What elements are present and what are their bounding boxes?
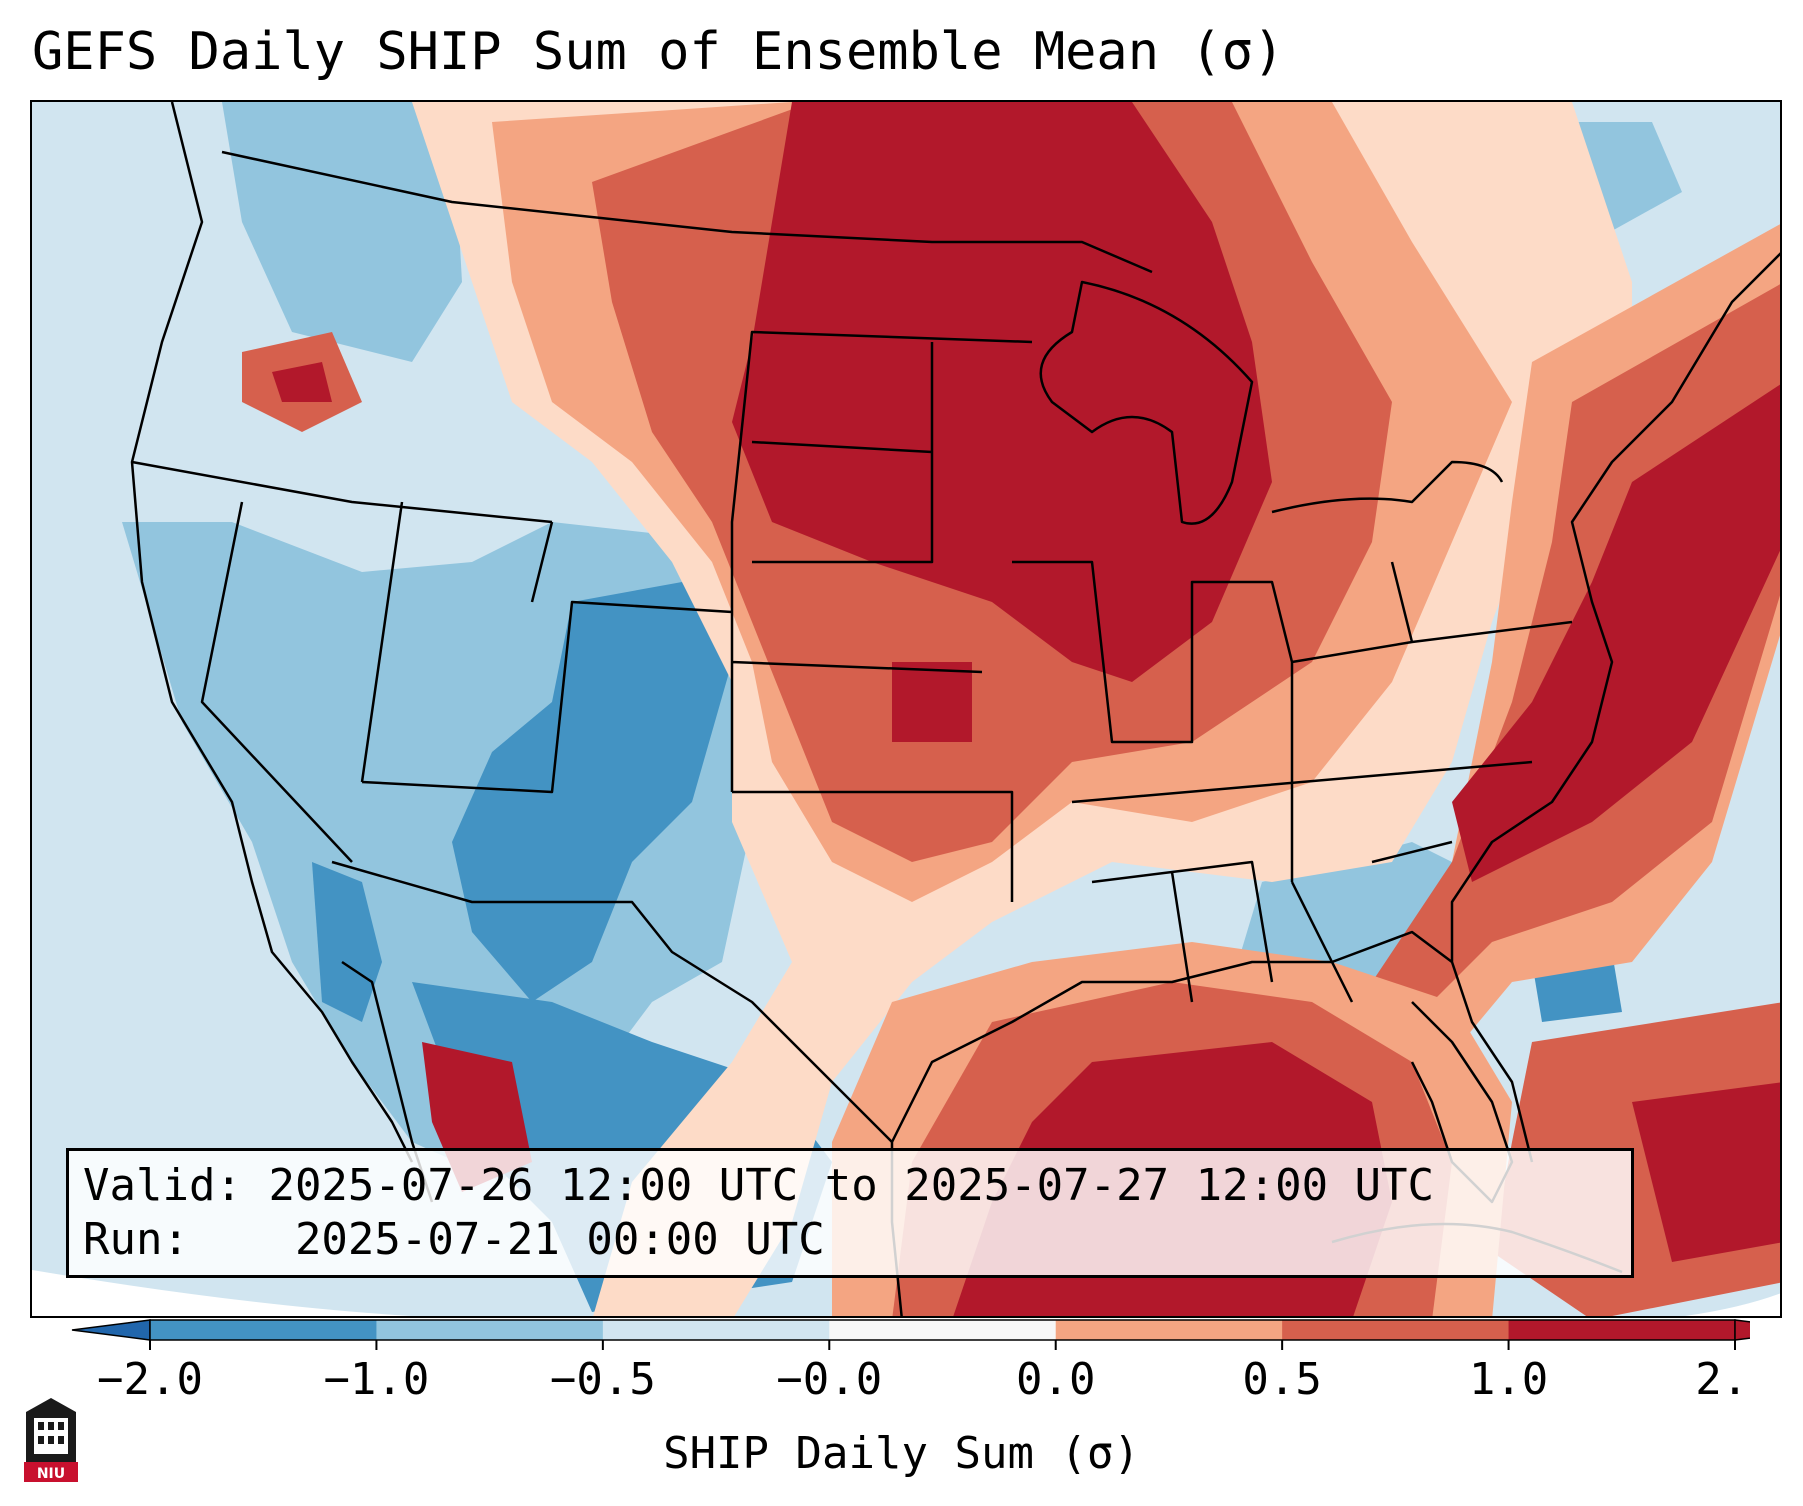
colorbar-tick-label: −0.5 — [550, 1354, 656, 1405]
colorbar-label: SHIP Daily Sum (σ) — [663, 1428, 1140, 1479]
oregon-dark-red-patch — [272, 362, 332, 402]
state-lines-west — [131, 330, 1573, 1003]
colorbar-segment — [602, 1320, 830, 1340]
ship-map — [32, 102, 1780, 1316]
atlantic-dark-red-band — [1452, 384, 1780, 882]
valid-run-info-box: Valid: 2025-07-26 12:00 UTC to 2025-07-2… — [66, 1148, 1634, 1278]
run-label: Run: — [83, 1214, 189, 1265]
colorbar-extend-high — [1734, 1319, 1750, 1341]
colorbar-tick-label: 2.0 — [1695, 1354, 1750, 1405]
colorbar-ticks: −2.0 −1.0 −0.5 −0.0 0.0 0.5 1.0 2.0 — [97, 1340, 1750, 1405]
baja-blue-region — [312, 862, 382, 1022]
map-panel — [30, 100, 1782, 1318]
great-lakes — [1039, 280, 1254, 525]
southwest-dark-blue-region — [452, 582, 732, 1002]
colorbar-segment — [376, 1320, 604, 1340]
valid-value: 2025-07-26 12:00 UTC to 2025-07-27 12:00… — [268, 1160, 1435, 1211]
colorbar-segments — [149, 1319, 1736, 1341]
colorbar-tick-label: −1.0 — [323, 1354, 429, 1405]
kansas-dark-red-patch — [892, 662, 972, 742]
valid-label: Valid: — [83, 1160, 242, 1211]
colorbar-tick-label: −2.0 — [97, 1354, 203, 1405]
logo-banner — [24, 1462, 78, 1482]
north-central-dark-red-region — [732, 102, 1272, 682]
canada-us-border — [221, 150, 1153, 274]
colorbar-segment — [829, 1320, 1057, 1340]
east-coastline — [1450, 252, 1780, 1163]
colorbar-tick-label: 1.0 — [1469, 1354, 1548, 1405]
projection-edge-right — [1684, 1293, 1780, 1316]
lake-erie-ontario — [1271, 460, 1504, 514]
colorbar-tick-label: 0.5 — [1242, 1354, 1321, 1405]
west-blue-patch-1 — [222, 102, 462, 362]
projection-edge-left — [32, 1270, 412, 1316]
colorbar-tick-label: −0.0 — [776, 1354, 882, 1405]
west-coastline — [130, 102, 414, 1163]
colorbar-segment — [1282, 1320, 1510, 1340]
us-mexico-border — [331, 860, 893, 1143]
run-value: 2025-07-21 00:00 UTC — [294, 1214, 825, 1265]
page-title: GEFS Daily SHIP Sum of Ensemble Mean (σ) — [32, 22, 1285, 82]
university-logo-icon: NIU — [24, 1398, 78, 1482]
colorbar-segment — [150, 1320, 377, 1340]
colorbar-tick-label: 0.0 — [1016, 1354, 1095, 1405]
caribbean-dark-red-region — [1632, 1082, 1780, 1262]
colorbar: −2.0 −1.0 −0.5 −0.0 0.0 0.5 1.0 2.0 — [71, 1319, 1750, 1405]
colorbar-segment — [1055, 1320, 1283, 1340]
colorbar-extend-low — [71, 1319, 151, 1341]
colorbar-segment — [1508, 1320, 1736, 1340]
logo-text: NIU — [37, 1466, 65, 1482]
